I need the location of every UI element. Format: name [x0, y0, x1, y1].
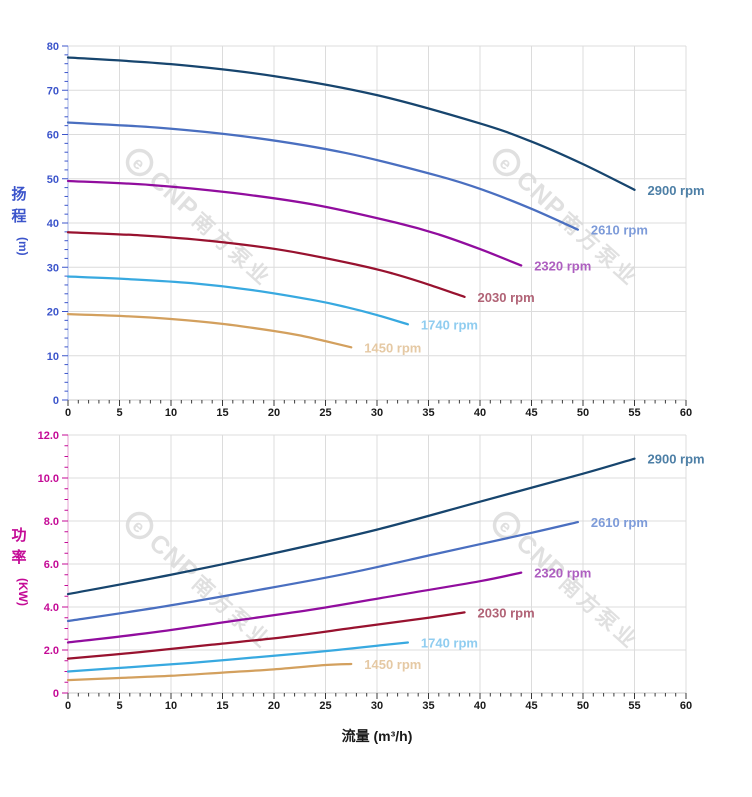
x-tick-label: 50: [577, 700, 589, 712]
curve-label-2030-rpm: 2030 rpm: [478, 290, 535, 305]
x-tick-label: 45: [525, 700, 537, 712]
curve-2030-rpm: [66, 231, 466, 299]
curve-label-1740-rpm: 1740 rpm: [421, 317, 478, 332]
curve-1740-rpm: [66, 275, 410, 326]
x-tick-label: 0: [65, 700, 71, 712]
curve-2900-rpm: [66, 457, 636, 596]
curve-label-1740-rpm: 1740 rpm: [421, 635, 478, 650]
x-tick-label: 40: [474, 700, 486, 712]
x-tick-label: 55: [628, 700, 640, 712]
y-tick-label: 2.0: [44, 645, 59, 657]
x-tick-label: 5: [116, 407, 122, 419]
x-tick-label: 10: [165, 407, 177, 419]
x-tick-label: 25: [319, 407, 331, 419]
curve-label-2900-rpm: 2900 rpm: [648, 452, 705, 467]
curve-2320-rpm: [66, 571, 523, 644]
x-tick-label: 35: [422, 700, 434, 712]
y-axis-title-cjk: 率: [11, 548, 26, 566]
watermark-logo-icon: [492, 148, 521, 177]
x-tick-label: 25: [319, 700, 331, 712]
curve-2900-rpm: [66, 56, 636, 191]
watermark-brand-cjk: 南方泵业: [554, 208, 643, 291]
x-tick-label: 50: [577, 407, 589, 419]
curve-label-1450-rpm: 1450 rpm: [364, 340, 421, 355]
x-tick-label: 15: [216, 407, 228, 419]
y-tick-label: 12.0: [38, 430, 59, 442]
y-axis-title-cjk: 程: [11, 208, 26, 225]
curve-2030-rpm: [66, 611, 466, 660]
watermark-logo-icon: [125, 148, 154, 177]
y-tick-label: 80: [47, 41, 59, 53]
y-tick-label: 30: [47, 262, 59, 274]
curve-label-2610-rpm: 2610 rpm: [591, 515, 648, 530]
curve-1450-rpm: [66, 662, 353, 682]
x-tick-label: 40: [474, 407, 486, 419]
y-tick-label: 0: [53, 688, 59, 700]
y-axis-title-cjk: 扬: [11, 185, 26, 203]
curve-2610-rpm: [66, 121, 579, 231]
y-axis-title-unit: (KW): [16, 578, 30, 606]
x-tick-label: 60: [680, 700, 692, 712]
x-tick-label: 20: [268, 700, 280, 712]
watermark-brand: CNP: [511, 166, 571, 224]
watermark-brand-cjk: 南方泵业: [187, 208, 276, 291]
x-tick-label: 5: [116, 700, 122, 712]
watermark-brand-cjk: 南方泵业: [554, 571, 643, 654]
x-tick-label: 30: [371, 407, 383, 419]
x-tick-label: 45: [525, 407, 537, 419]
y-tick-label: 0: [53, 395, 59, 407]
x-tick-label: 0: [65, 407, 71, 419]
watermark-brand: CNP: [144, 166, 204, 224]
y-tick-label: 60: [47, 130, 59, 142]
y-axis-title-cjk: 功: [11, 527, 26, 544]
x-tick-label: 15: [216, 700, 228, 712]
y-tick-label: 40: [47, 218, 59, 230]
curve-1450-rpm: [66, 313, 353, 349]
y-tick-label: 10.0: [38, 473, 59, 485]
y-tick-label: 70: [47, 85, 59, 97]
watermark-logo-icon: [125, 511, 154, 540]
curve-label-2320-rpm: 2320 rpm: [534, 566, 591, 581]
y-tick-label: 6.0: [44, 559, 59, 571]
x-tick-label: 20: [268, 407, 280, 419]
x-tick-label: 55: [628, 407, 640, 419]
y-tick-label: 10: [47, 351, 59, 363]
y-tick-label: 20: [47, 307, 59, 319]
curve-label-1450-rpm: 1450 rpm: [364, 657, 421, 672]
curve-label-2900-rpm: 2900 rpm: [648, 183, 705, 198]
x-tick-label: 60: [680, 407, 692, 419]
y-tick-label: 50: [47, 174, 59, 186]
watermark-logo-icon: [492, 511, 521, 540]
x-tick-label: 10: [165, 700, 177, 712]
curve-label-2610-rpm: 2610 rpm: [591, 223, 648, 238]
x-tick-label: 35: [422, 407, 434, 419]
x-tick-label: 30: [371, 700, 383, 712]
curve-2320-rpm: [66, 179, 523, 267]
curve-2610-rpm: [66, 520, 579, 623]
curve-label-2320-rpm: 2320 rpm: [534, 258, 591, 273]
curve-label-2030-rpm: 2030 rpm: [478, 605, 535, 620]
y-tick-label: 4.0: [44, 602, 59, 614]
y-tick-label: 8.0: [44, 516, 59, 528]
y-axis-title-unit: (m): [16, 237, 30, 256]
curve-1740-rpm: [66, 641, 410, 673]
x-axis-title: 流量 (m³/h): [342, 728, 413, 744]
